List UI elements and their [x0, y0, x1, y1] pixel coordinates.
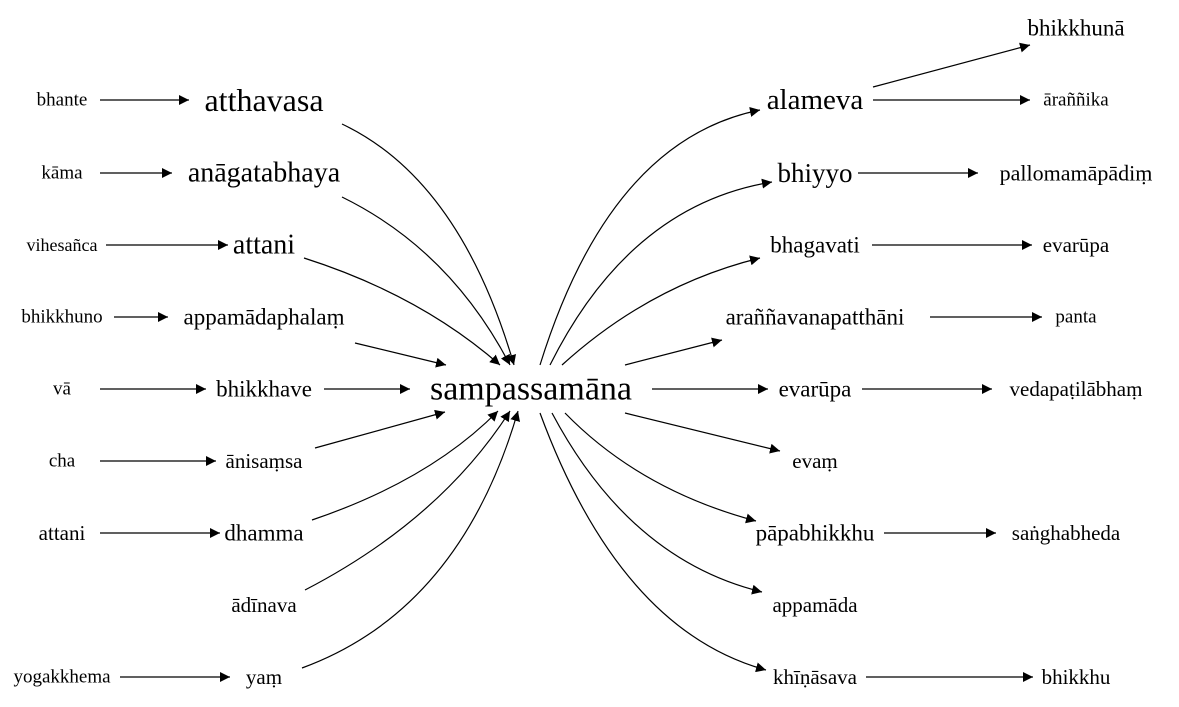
center-node: sampassamāna	[430, 371, 632, 408]
left-prefix-node: kāma	[41, 163, 83, 184]
edge-right-main-1	[539, 107, 761, 366]
edge-right-main-4	[624, 337, 723, 366]
edge-left-main-4	[354, 342, 447, 368]
right-suffix-node: evarūpa	[1043, 233, 1110, 257]
left-main-node: dhamma	[224, 521, 303, 546]
right-main-node: evaṃ	[792, 449, 837, 473]
right-main-node: araññavanapatthāni	[726, 305, 905, 330]
right-suffix-node: pallomamāpādiṃ	[1000, 161, 1153, 186]
edge-left-main-9	[301, 410, 520, 669]
edge-right-main-2	[549, 178, 773, 366]
right-main-node: evarūpa	[779, 377, 852, 402]
edge-right-main-3	[561, 255, 761, 366]
edge-right-main-7	[564, 412, 757, 524]
edge-right-main-8	[551, 412, 763, 595]
edge-left-main-3	[303, 257, 501, 366]
left-prefix-node: attani	[39, 521, 86, 545]
right-extra-node: bhikkhunā	[1027, 16, 1124, 41]
right-main-node: bhagavati	[770, 233, 859, 258]
right-main-node: khīṇāsava	[773, 665, 858, 689]
edges	[100, 42, 1042, 682]
left-prefix-node: vihesañca	[27, 235, 98, 255]
left-prefix-node: bhikkhuno	[21, 307, 102, 328]
edge-left-main-8	[304, 410, 511, 591]
left-main-node: appamādaphalaṃ	[184, 305, 345, 330]
left-prefix-node: cha	[49, 451, 76, 472]
edge-right-extra	[872, 42, 1031, 88]
left-prefix-node: yogakkhema	[13, 667, 111, 688]
left-main-node: bhikkhave	[216, 377, 312, 402]
edge-right-main-9	[539, 412, 767, 673]
left-prefix-node: bhante	[37, 90, 88, 111]
right-main-node: alameva	[767, 84, 864, 116]
left-main-node: atthavasa	[204, 82, 323, 118]
left-prefix-node: vā	[53, 379, 72, 400]
right-suffix-node: āraññika	[1043, 90, 1109, 111]
left-main-node: ānisaṃsa	[226, 449, 304, 473]
right-main-node: appamāda	[772, 593, 858, 617]
right-suffix-node: panta	[1055, 307, 1097, 328]
edge-left-main-1	[341, 123, 516, 366]
left-main-node: ādīnava	[231, 593, 297, 617]
left-main-node: anāgatabhaya	[188, 158, 341, 189]
left-main-node: attani	[233, 230, 295, 261]
right-suffix-node: vedapaṭilābhaṃ	[1010, 377, 1143, 401]
right-suffix-node: bhikkhu	[1042, 665, 1111, 689]
right-main-node: bhiyyo	[777, 158, 852, 188]
right-suffix-node: saṅghabheda	[1012, 521, 1121, 545]
edge-left-main-6	[314, 409, 446, 449]
edge-left-main-2	[341, 196, 511, 366]
right-main-node: pāpabhikkhu	[756, 521, 875, 546]
edge-left-main-7	[311, 410, 499, 521]
edge-right-main-6	[624, 412, 781, 454]
nodes: sampassamāna bhante kāma vihesañca bhikk…	[13, 16, 1152, 690]
left-main-node: yaṃ	[246, 665, 282, 689]
